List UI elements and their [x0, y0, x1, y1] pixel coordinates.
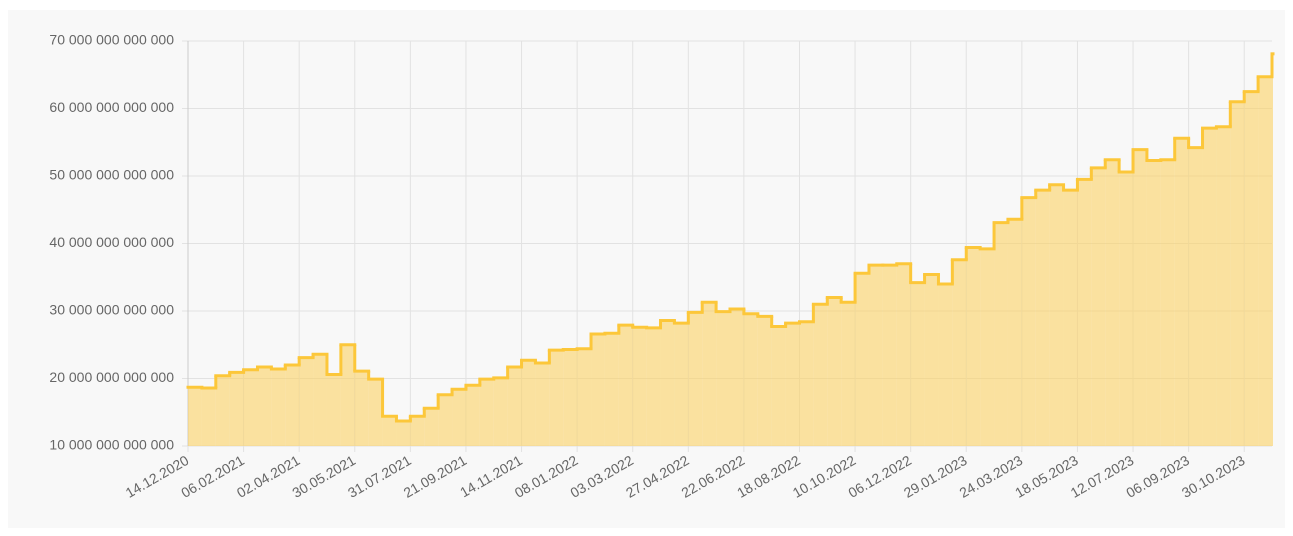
- area-step: [563, 349, 578, 446]
- area-step: [479, 379, 494, 446]
- area-step: [1063, 190, 1078, 446]
- area-step: [354, 371, 369, 446]
- area-step: [285, 365, 300, 446]
- area-step: [1049, 184, 1064, 446]
- area-step: [1119, 171, 1134, 446]
- area-step: [1105, 159, 1120, 447]
- area-step: [646, 327, 661, 446]
- area-step: [1035, 190, 1050, 446]
- area-step: [215, 375, 230, 446]
- area-step: [771, 326, 786, 446]
- area-step: [424, 408, 439, 446]
- area-step: [730, 308, 744, 446]
- area-step: [257, 367, 272, 446]
- area-step: [966, 247, 981, 446]
- area-step: [493, 377, 508, 446]
- area-step: [1258, 76, 1272, 447]
- area-step: [882, 265, 897, 446]
- area-step: [188, 387, 202, 446]
- area-step: [591, 333, 605, 446]
- area-step: [688, 312, 703, 446]
- area-step: [271, 369, 286, 446]
- area-step: [1007, 219, 1022, 446]
- area-step: [465, 385, 480, 446]
- area-step: [1091, 167, 1106, 446]
- y-tick-label: 70 000 000 000 000: [49, 32, 174, 48]
- area-step: [799, 321, 814, 446]
- area-step: [924, 274, 939, 446]
- area-step: [299, 357, 314, 446]
- area-step: [980, 248, 995, 446]
- y-tick-label: 10 000 000 000 000: [49, 437, 174, 453]
- area-step: [1174, 138, 1189, 446]
- area-step: [1133, 149, 1147, 447]
- area-step: [841, 302, 856, 446]
- area-step: [549, 350, 564, 446]
- area-step: [674, 323, 689, 446]
- area-step: [1202, 128, 1217, 446]
- area-step: [535, 362, 550, 446]
- area-step: [896, 263, 911, 446]
- area-step: [813, 304, 828, 446]
- area-step: [827, 297, 842, 446]
- area-step: [507, 367, 522, 446]
- y-tick-label: 30 000 000 000 000: [49, 302, 174, 318]
- area-step: [1160, 159, 1175, 447]
- area-step: [410, 416, 425, 446]
- area-step: [910, 282, 925, 446]
- area-step: [382, 416, 397, 446]
- area-step: [368, 379, 383, 446]
- area-step: [229, 372, 244, 446]
- area-step: [1216, 126, 1231, 446]
- area-step: [1244, 91, 1259, 446]
- area-step: [201, 387, 216, 446]
- area-step: [716, 311, 730, 446]
- area-step: [1021, 197, 1036, 446]
- area-step: [326, 374, 341, 446]
- area-step: [743, 313, 758, 446]
- area-step: [243, 369, 258, 446]
- area-step: [994, 222, 1008, 446]
- area-step: [396, 421, 411, 446]
- area-step: [1272, 53, 1273, 446]
- area-step: [938, 284, 953, 446]
- area-step: [604, 333, 619, 446]
- area-step: [660, 320, 675, 446]
- area-step: [952, 259, 967, 446]
- area-step: [1146, 160, 1161, 446]
- area-step: [1230, 101, 1245, 446]
- area-step: [521, 360, 536, 446]
- area-step: [313, 354, 327, 446]
- area-step: [632, 327, 647, 446]
- area-step: [438, 394, 453, 446]
- area-step: [1077, 179, 1092, 446]
- area-step: [618, 325, 633, 446]
- area-step: [868, 265, 883, 446]
- area-step: [1188, 147, 1203, 446]
- y-tick-label: 60 000 000 000 000: [49, 99, 174, 115]
- area-step: [340, 344, 355, 446]
- area-step: [785, 323, 800, 446]
- y-tick-label: 50 000 000 000 000: [49, 167, 174, 183]
- area-step: [452, 389, 466, 446]
- area-step: [577, 348, 592, 446]
- y-tick-label: 40 000 000 000 000: [49, 234, 174, 250]
- area-step: [855, 273, 869, 446]
- area-step: [702, 302, 717, 446]
- area-step: [757, 316, 772, 446]
- y-tick-label: 20 000 000 000 000: [49, 369, 174, 385]
